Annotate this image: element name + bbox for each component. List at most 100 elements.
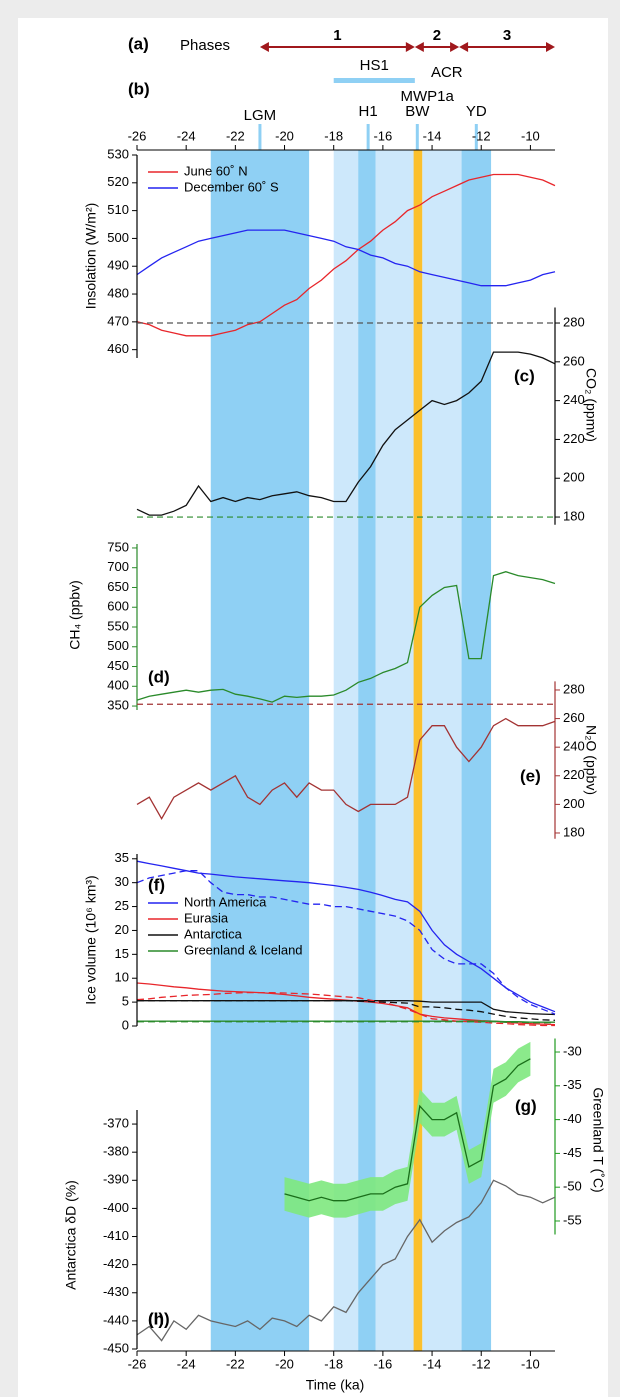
y-tick-label: 480 (107, 285, 129, 300)
y-tick-label: 470 (107, 313, 129, 328)
x-tick-label: -20 (275, 128, 294, 143)
y-tick-label: -55 (563, 1212, 582, 1227)
y-tick-label: 180 (563, 508, 585, 523)
legend-label: Antarctica (184, 926, 243, 941)
event-bar (334, 78, 415, 83)
panel-tag: (b) (128, 79, 150, 98)
y-tick-label: 260 (563, 353, 585, 368)
x-tick-label: -20 (275, 1356, 294, 1371)
y-tick-label: -380 (103, 1144, 129, 1159)
x-tick-label: -12 (472, 1356, 491, 1371)
legend-label: Eurasia (184, 910, 229, 925)
y-tick-label: 15 (115, 946, 129, 961)
y-tick-label: -40 (563, 1111, 582, 1126)
panel-tag: (g) (515, 1096, 537, 1115)
y-axis-label: Antarctica δD (%) (63, 1180, 79, 1290)
panel-tag: (a) (128, 34, 149, 53)
y-tick-label: 280 (563, 681, 585, 696)
y-tick-label: -370 (103, 1115, 129, 1130)
y-axis-label: CH₄ (ppbv) (67, 580, 83, 650)
y-tick-label: 500 (107, 638, 129, 653)
panel-tag: (i) (148, 1309, 164, 1328)
y-tick-label: 0 (122, 1017, 129, 1032)
y-tick-label: 500 (107, 230, 129, 245)
y-tick-label: 650 (107, 579, 129, 594)
y-tick-label: 700 (107, 559, 129, 574)
y-tick-label: 400 (107, 678, 129, 693)
y-tick-label: 280 (563, 314, 585, 329)
y-axis-label: Greenland T (˚C) (590, 1087, 606, 1192)
event-label: H1 (359, 103, 378, 120)
y-axis-label: Insolation (W/m²) (83, 203, 99, 310)
x-tick-label: -18 (324, 1356, 343, 1371)
x-tick-label: -16 (373, 1356, 392, 1371)
phase-number: 2 (433, 27, 441, 44)
y-tick-label: -390 (103, 1172, 129, 1187)
y-tick-label: -450 (103, 1340, 129, 1355)
y-tick-label: -30 (563, 1043, 582, 1058)
x-tick-label: -12 (472, 128, 491, 143)
panel-tag: (f) (148, 875, 165, 894)
y-tick-label: -50 (563, 1179, 582, 1194)
x-tick-label: -10 (521, 1356, 540, 1371)
event-label: YD (466, 103, 487, 120)
y-tick-label: 550 (107, 618, 129, 633)
y-tick-label: 460 (107, 341, 129, 356)
y-tick-label: 600 (107, 599, 129, 614)
panel-tag: (d) (148, 667, 170, 686)
x-tick-label: -14 (423, 128, 442, 143)
y-axis-label: Ice volume (10⁶ km³) (83, 875, 99, 1004)
x-tick-label: -26 (128, 1356, 147, 1371)
x-tick-label: -10 (521, 128, 540, 143)
y-tick-label: 200 (563, 796, 585, 811)
panel-tag: (e) (520, 766, 541, 785)
y-tick-label: -440 (103, 1312, 129, 1327)
x-tick-label: -24 (177, 128, 196, 143)
y-tick-label: 220 (563, 767, 585, 782)
legend-label: Greenland & Iceland (184, 942, 303, 957)
y-tick-label: 490 (107, 258, 129, 273)
legend-label: December 60˚ S (184, 179, 279, 194)
y-tick-label: 25 (115, 898, 129, 913)
phase-number: 3 (503, 27, 511, 44)
y-tick-label: 240 (563, 392, 585, 407)
event-label: ACR (431, 64, 463, 81)
y-tick-label: -430 (103, 1284, 129, 1299)
figure: (a)Phases123(b)HS1ACRLGMH1MWP1aBWYD-26-2… (0, 0, 620, 1397)
y-tick-label: 20 (115, 922, 129, 937)
shaded-band (422, 150, 461, 1351)
event-label: BW (405, 103, 430, 120)
y-tick-label: 450 (107, 658, 129, 673)
y-tick-label: 530 (107, 146, 129, 161)
page: {"chart_data": { "type": "line", "x_labe… (0, 0, 620, 1397)
y-tick-label: 260 (563, 710, 585, 725)
x-tick-label: -18 (324, 128, 343, 143)
x-axis-label: Time (ka) (306, 1377, 365, 1393)
y-tick-label: 510 (107, 202, 129, 217)
y-tick-label: 220 (563, 431, 585, 446)
y-tick-label: -400 (103, 1200, 129, 1215)
shaded-band (358, 150, 375, 1351)
phase-number: 1 (333, 27, 341, 44)
y-tick-label: 10 (115, 970, 129, 985)
y-tick-label: 35 (115, 850, 129, 865)
y-tick-label: 200 (563, 470, 585, 485)
x-tick-label: -14 (423, 1356, 442, 1371)
y-tick-label: -420 (103, 1256, 129, 1271)
y-tick-label: -45 (563, 1145, 582, 1160)
event-label: HS1 (360, 57, 389, 74)
legend-label: June 60˚ N (184, 163, 248, 178)
y-tick-label: -35 (563, 1077, 582, 1092)
y-tick-label: 180 (563, 824, 585, 839)
y-tick-label: 30 (115, 874, 129, 889)
panel-tag: (c) (514, 366, 535, 385)
x-tick-label: -26 (128, 128, 147, 143)
y-tick-label: 350 (107, 697, 129, 712)
y-tick-label: 5 (122, 994, 129, 1009)
x-tick-label: -16 (373, 128, 392, 143)
y-tick-label: 520 (107, 174, 129, 189)
x-tick-label: -24 (177, 1356, 196, 1371)
legend-label: North America (184, 894, 267, 909)
shaded-band (211, 150, 309, 1351)
x-tick-label: -22 (226, 1356, 245, 1371)
